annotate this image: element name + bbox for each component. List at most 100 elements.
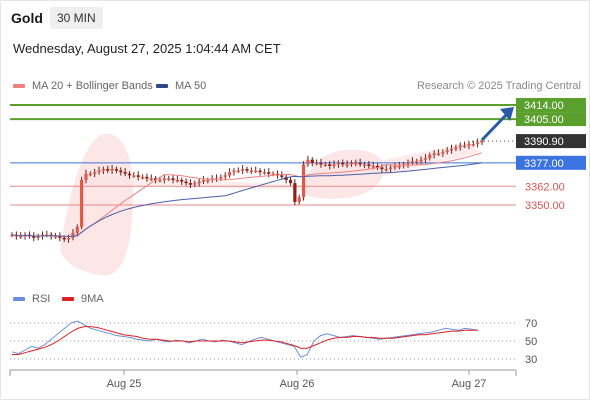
candle-body [19,236,23,238]
candle-body [445,150,449,152]
candle-body [367,164,371,166]
candle-body [301,164,306,198]
timeframe-badge[interactable]: 30 MIN [50,7,103,29]
ma50-line [11,162,483,237]
candle-body [415,161,419,163]
candle-body [193,183,197,185]
candle-body [214,178,219,180]
candle-body [323,164,327,166]
candle-body [175,180,179,182]
candle-body [36,236,40,238]
candle-body [454,147,458,149]
candle-body [258,170,262,173]
candle-body [158,180,162,182]
candle-body [236,170,240,173]
candle-body [354,162,358,165]
candle-body [362,164,367,166]
candle-body [219,176,223,179]
instrument-title: Gold [11,10,43,26]
candle-body [349,162,354,165]
price-tag-label: 3414.00 [524,100,564,112]
candle-body [110,169,114,171]
x-tick-label: Aug 25 [107,378,142,390]
candle-body [393,165,397,168]
candle-body [458,145,462,148]
candle-body [423,158,428,160]
candle-body [241,169,245,171]
candle-body [288,180,293,184]
candle-body [80,180,84,227]
candle-body [267,172,271,174]
legend-ma50: MA 50 [156,80,206,92]
candle-body [106,169,110,171]
candle-body [53,236,58,238]
candle-body [140,176,145,179]
candle-body [162,178,166,180]
candle-body [223,175,227,177]
candle-body [32,236,36,238]
candle-body [467,144,471,146]
price-tag-box [516,112,586,127]
candle-body [336,162,340,165]
rsi-series-rsi [11,320,479,358]
candle-body [119,170,123,173]
price-tag-label: 3377.00 [524,158,564,170]
candle-body [375,165,380,168]
legend-ma20: MA 20 + Bollinger Bands [13,80,153,92]
rsi-tick-label: 50 [525,336,537,348]
x-tick-label: Aug 27 [452,378,487,390]
candle-body [127,173,132,176]
candle-body [71,233,75,238]
rsi-label: RSI [32,293,51,305]
candle-body [171,178,175,180]
candle-body [149,178,153,180]
candle-body [180,180,184,182]
candle-body [62,237,66,240]
ma50-swatch [156,84,168,88]
price-tag-label: 3350.00 [525,200,565,212]
candle-body [93,172,97,174]
candle-body [75,226,79,234]
price-tag-label: 3390.90 [524,136,564,148]
candle-body [136,175,140,177]
candle-body [188,183,193,185]
candle-body [66,237,71,240]
candle-body [332,164,336,166]
rsi-tick-label: 30 [525,354,537,366]
candle-body [358,162,362,165]
rsi-swatch [13,297,25,301]
candle-body [232,170,236,173]
candle-body [88,173,92,176]
candle-body [428,155,432,159]
candle-body [197,181,201,184]
candle-body [97,170,101,173]
candle-body [58,236,62,238]
price-tag-box [516,98,586,112]
candle-body [184,181,188,184]
rsi-tick-label: 70 [525,318,537,330]
candle-body [310,159,314,163]
candle-body [480,140,484,143]
candle-body [380,167,384,170]
9ma-label: 9MA [81,293,104,305]
price-tag-label: 3362.00 [525,181,565,193]
candle-body [201,180,206,182]
ma20-swatch [13,84,25,88]
9ma-swatch [62,297,74,301]
candle-body [341,162,345,165]
candle-body [132,175,136,177]
candle-body [306,159,310,165]
candle-body [293,183,297,202]
candle-body [271,173,275,176]
price-tag-box [516,134,586,149]
candle-body [206,180,210,182]
legend-9ma: 9MA [62,293,104,305]
research-credit: Research © 2025 Trading Central [416,80,581,92]
candle-body [319,162,323,165]
rsi-series-9ma [12,326,478,355]
candle-body [123,172,127,174]
report-datetime: Wednesday, August 27, 2025 1:04:44 AM CE… [13,41,281,56]
candle-body [249,170,253,173]
price-tag-box [516,155,586,170]
